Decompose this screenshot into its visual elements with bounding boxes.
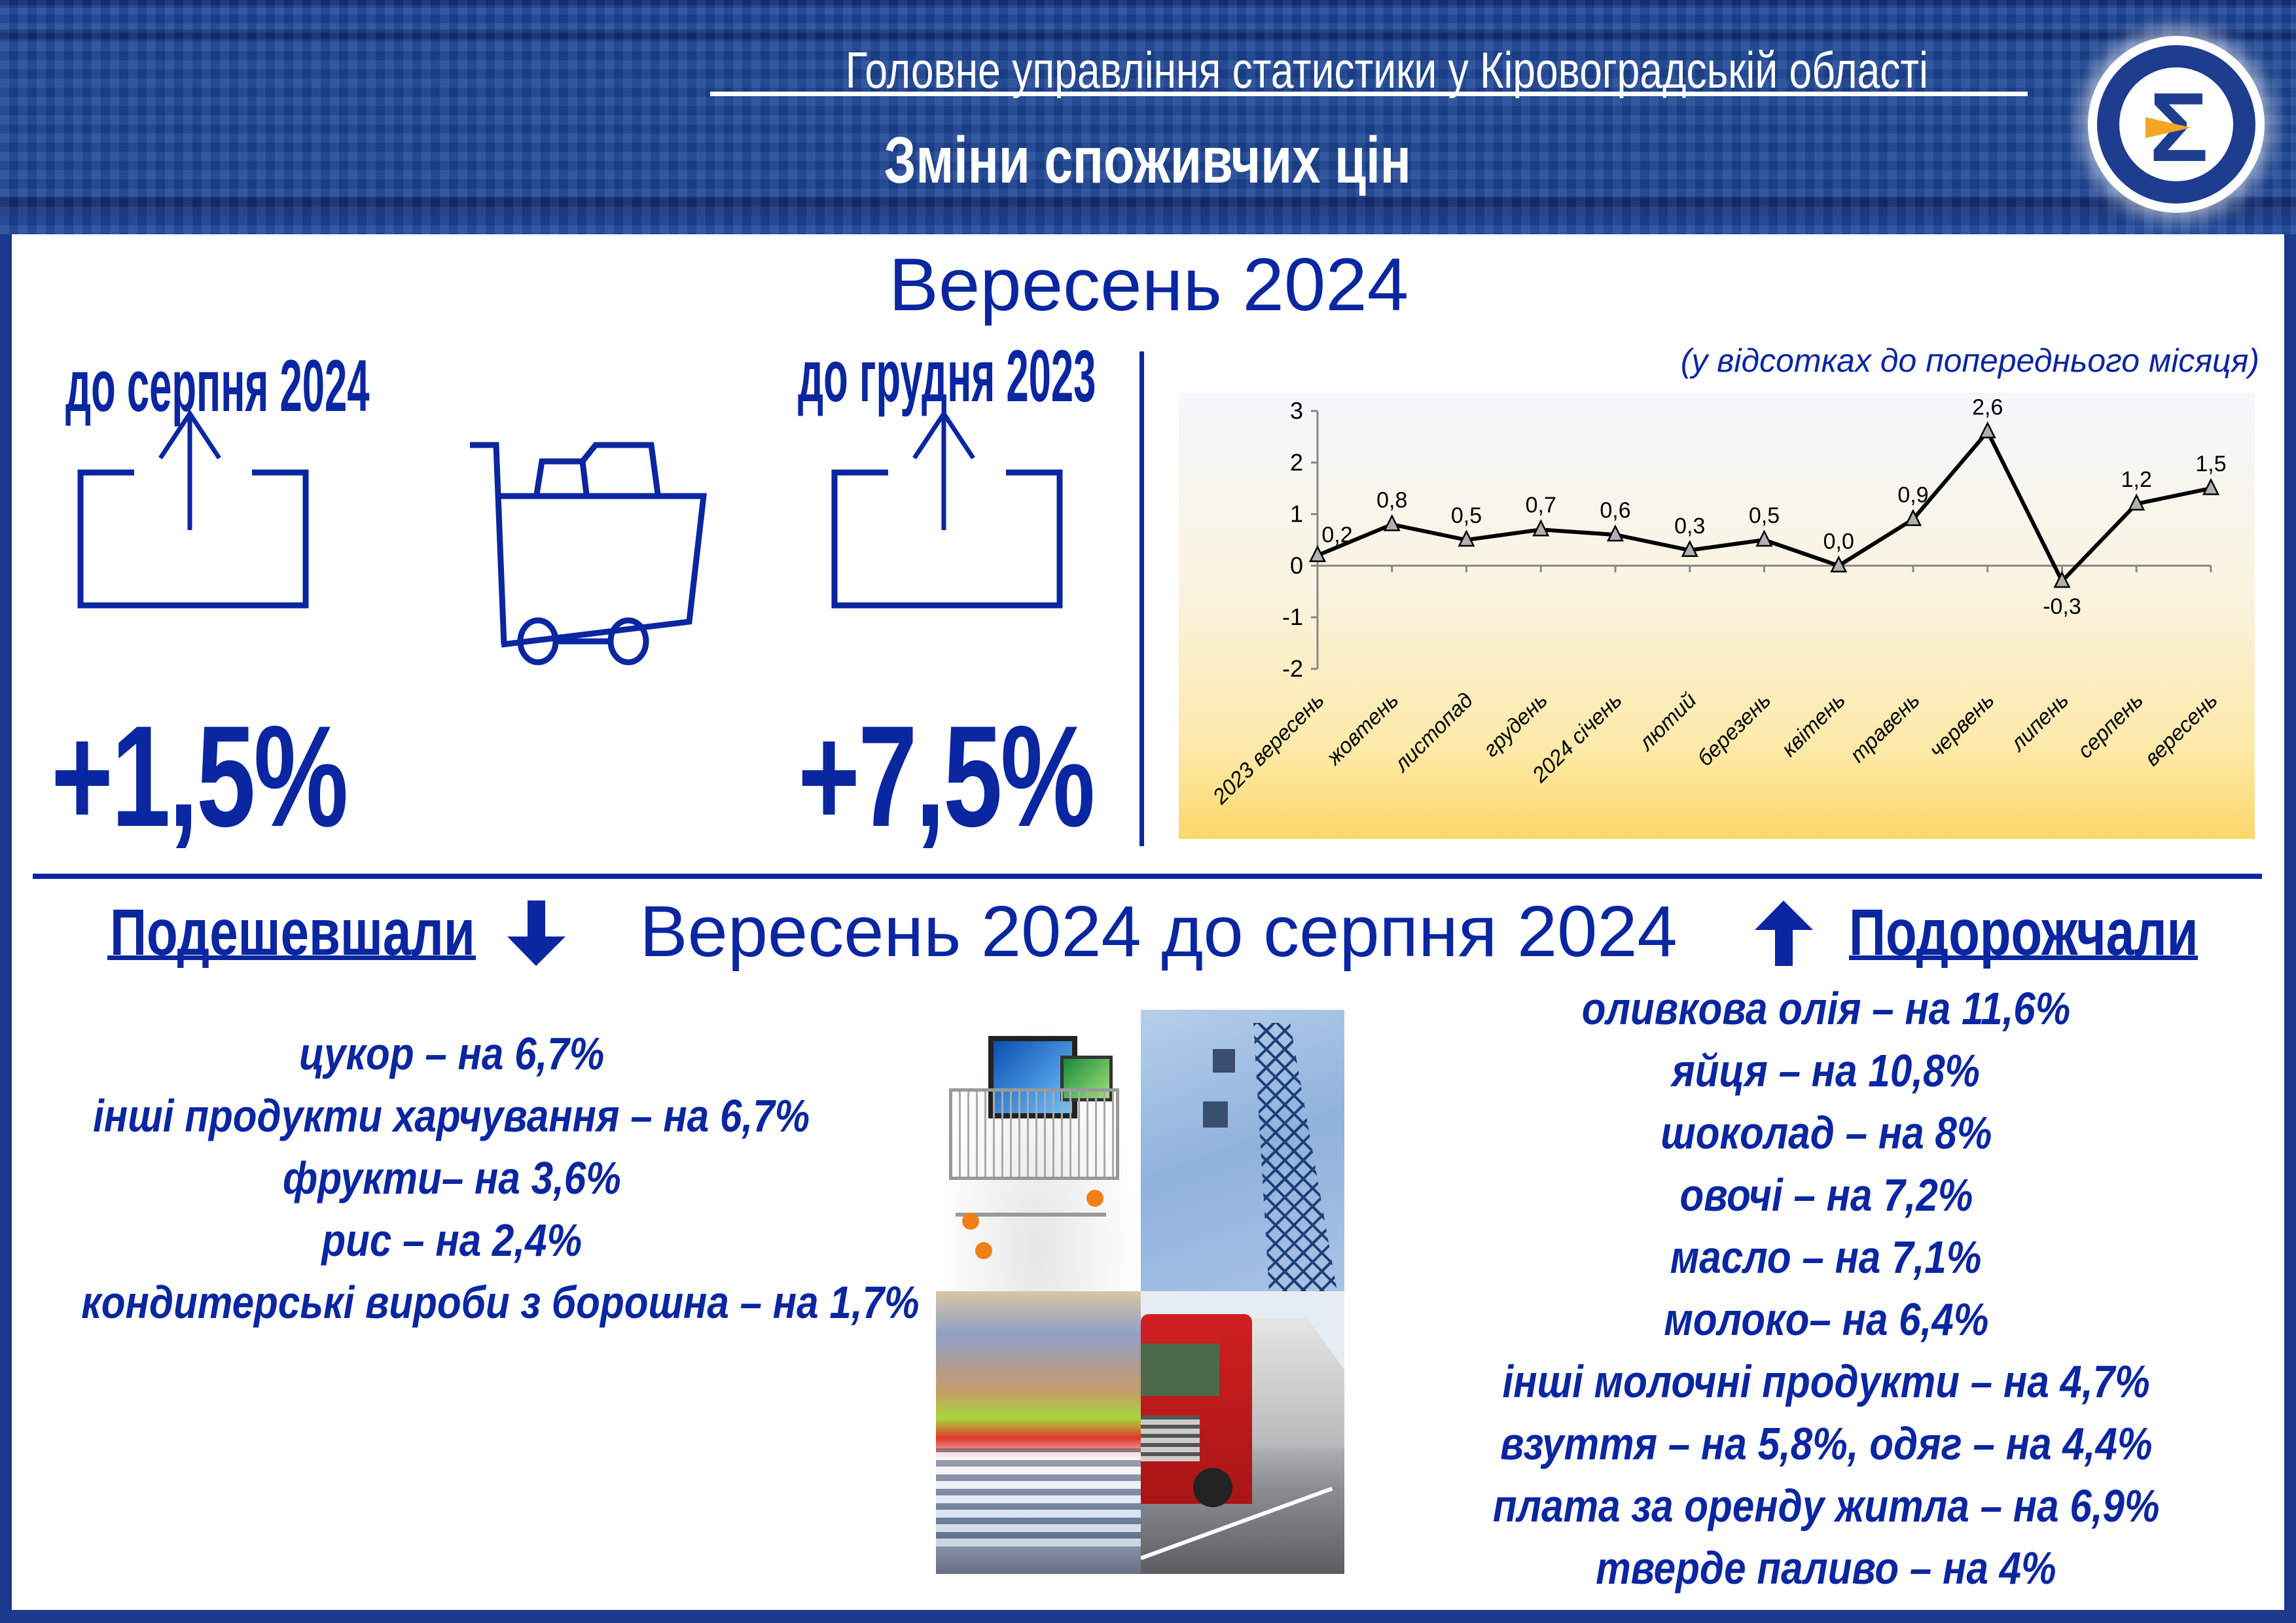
data-label: 1,2	[2121, 467, 2152, 492]
data-point-marker	[1383, 514, 1401, 531]
y-tick-label: 1	[1290, 501, 1303, 527]
list-item: цукор – на 6,7%	[298, 1028, 605, 1079]
list-item: рис – на 2,4%	[321, 1215, 582, 1266]
data-label: 0,0	[1823, 529, 1854, 554]
arrow-up-icon	[1755, 901, 1813, 966]
data-point-marker	[1830, 555, 1848, 573]
kpi-value-year: +7,5%	[798, 696, 1095, 857]
page-title: Зміни споживчих цін	[884, 124, 1412, 197]
photo-electronics-cart	[936, 1010, 1141, 1291]
data-point-marker	[1308, 544, 1327, 562]
data-point-marker	[1458, 529, 1475, 547]
data-point-marker	[2202, 478, 2220, 495]
data-point-marker	[2128, 493, 2145, 511]
list-item: інші молочні продукти – на 4,7%	[1502, 1356, 2150, 1407]
photo-grocery-basket	[936, 1291, 1141, 1574]
pricier-underline	[1849, 955, 2198, 960]
data-point-marker	[1979, 421, 1996, 438]
data-label: 1,5	[2195, 452, 2226, 476]
data-label: 0,5	[1749, 503, 1780, 528]
list-item: масло – на 7,1%	[1670, 1232, 1982, 1283]
list-item: взуття – на 5,8%, одяг – на 4,4%	[1499, 1418, 2153, 1469]
data-point-marker	[1606, 524, 1624, 542]
chart-note: (у відсотках до попереднього місяця)	[1680, 342, 2259, 379]
kpi-label-year: до грудня 2023	[798, 335, 1096, 417]
list-item: молоко– на 6,4%	[1663, 1294, 1989, 1345]
vertical-divider	[1139, 351, 1144, 846]
data-label: 0,6	[1600, 498, 1630, 523]
x-tick-label: липень	[2005, 688, 2073, 757]
data-label: 0,3	[1674, 514, 1705, 539]
comparison-title: Вересень 2024 до серпня 2024	[639, 891, 1677, 972]
y-tick-label: 3	[1290, 397, 1303, 424]
x-tick-label: серпень	[2072, 688, 2147, 763]
data-point-marker	[1681, 539, 1698, 558]
header-underline	[710, 92, 2028, 96]
kpi-label-month: до серпня 2024	[65, 345, 370, 427]
export-arrow-up-icon	[831, 409, 1063, 609]
list-item: кондитерські вироби з борошна – на 1,7%	[81, 1277, 920, 1328]
x-tick-label: травень	[1845, 688, 1924, 767]
data-point-marker	[1755, 529, 1773, 547]
list-item: тверде паливо – на 4%	[1596, 1543, 2056, 1594]
cheaper-underline	[107, 955, 476, 960]
y-tick-label: 0	[1290, 552, 1303, 579]
x-tick-label: квітень	[1776, 688, 1850, 761]
x-tick-label: грудень	[1479, 688, 1552, 762]
horizontal-divider	[33, 874, 2262, 879]
x-tick-label: вересень	[2140, 688, 2222, 770]
list-item: оливкова олія – на 11,6%	[1581, 983, 2071, 1034]
x-tick-label: 2023 вересень	[1208, 688, 1329, 809]
data-label: -0,3	[2043, 594, 2081, 619]
period-title: Вересень 2024	[888, 243, 1409, 327]
data-point-marker	[1904, 508, 1922, 526]
kpi-value-month: +1,5%	[51, 696, 348, 857]
photo-telecom-tower	[1141, 1010, 1344, 1291]
cheaper-list: цукор – на 6,7% інші продукти харчування…	[13, 1023, 920, 1334]
data-point-marker	[2053, 571, 2071, 588]
list-item: фрукти– на 3,6%	[282, 1152, 621, 1204]
derzhstat-logo: Σ	[2088, 36, 2265, 213]
data-label: 0,9	[1897, 482, 1928, 507]
data-point-marker	[1532, 519, 1550, 537]
header-banner	[0, 0, 2296, 234]
data-label: 2,6	[1972, 395, 2003, 420]
export-arrow-up-icon	[77, 409, 309, 609]
data-label: 0,2	[1321, 523, 1352, 548]
x-tick-label: березень	[1693, 688, 1776, 771]
list-item: овочі – на 7,2%	[1679, 1169, 1973, 1221]
pricier-list: оливкова олія – на 11,6% яйця – на 10,8%…	[1407, 978, 2245, 1599]
y-tick-label: -2	[1282, 655, 1303, 682]
list-item: шоколад – на 8%	[1660, 1107, 1992, 1158]
data-label: 0,7	[1526, 493, 1556, 518]
list-item: інші продукти харчування – на 6,7%	[93, 1090, 810, 1141]
x-tick-label: червень	[1924, 688, 1999, 762]
y-tick-label: 2	[1290, 449, 1303, 476]
list-item: яйця – на 10,8%	[1672, 1045, 1981, 1096]
photo-red-truck	[1141, 1291, 1344, 1574]
y-tick-label: -1	[1282, 603, 1303, 630]
line-chart: 3 2 1 0 -1 -2 2023 вересень жовтень листопад груд…	[1179, 393, 2255, 839]
sigma-icon: Σ	[2149, 72, 2208, 182]
data-label: 0,8	[1376, 488, 1407, 512]
organization-name: Головне управління статистики у Кіровогр…	[845, 41, 1928, 99]
x-tick-label: листопад	[1388, 688, 1477, 777]
data-label: 0,5	[1451, 503, 1482, 528]
arrow-down-icon	[507, 901, 565, 966]
x-tick-label: лютий	[1633, 688, 1701, 756]
shopping-cart-icon	[470, 442, 708, 666]
list-item: плата за оренду житла – на 6,9%	[1492, 1480, 2160, 1531]
